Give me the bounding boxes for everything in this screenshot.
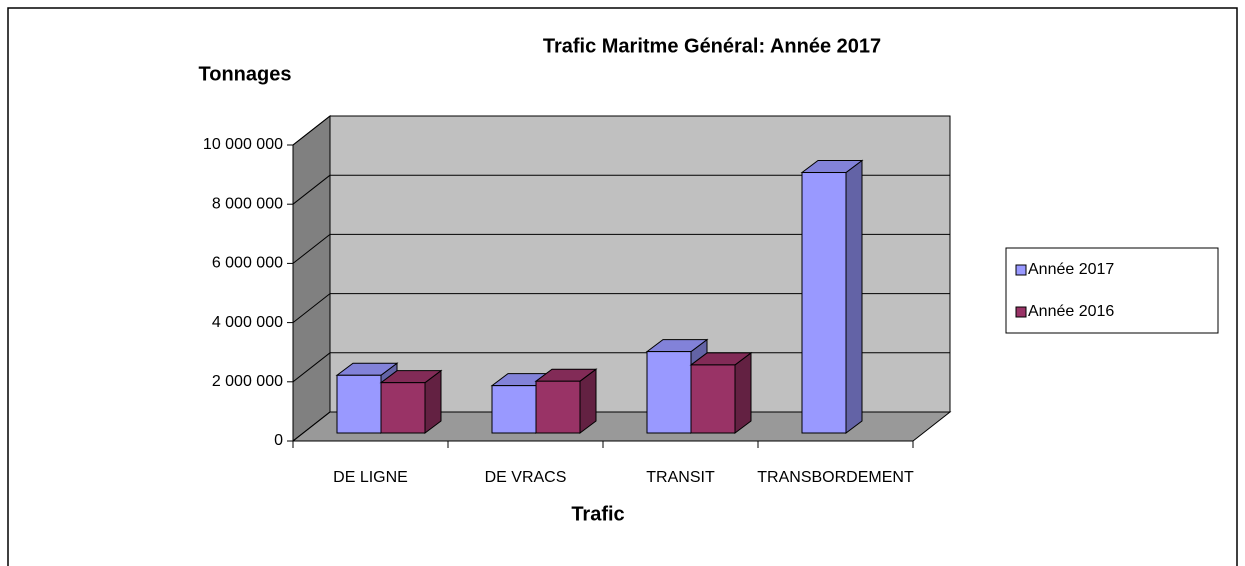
chart-title: Trafic Maritme Général: Année 2017 xyxy=(543,35,881,57)
plot-area xyxy=(287,114,952,448)
y-tick-label: 6 000 000 xyxy=(212,255,283,272)
legend-swatch xyxy=(1015,306,1027,318)
bar-front xyxy=(690,364,736,434)
bar xyxy=(379,369,443,434)
y-tick-label: 0 xyxy=(274,432,283,449)
bar xyxy=(800,159,864,434)
bar-side xyxy=(845,159,863,434)
x-tick-label: TRANSIT xyxy=(646,469,715,486)
y-tick-label: 2 000 000 xyxy=(212,373,283,390)
bar-side xyxy=(734,351,752,434)
grid-line xyxy=(292,352,331,383)
grid-line xyxy=(292,115,331,146)
bar-front xyxy=(535,380,581,434)
left-wall xyxy=(292,114,331,443)
legend-label: Année 2016 xyxy=(1028,303,1114,320)
legend xyxy=(1005,247,1219,334)
bar-front xyxy=(336,374,382,434)
grid-line xyxy=(292,234,331,264)
bar-front xyxy=(491,385,537,434)
bar xyxy=(534,368,598,434)
y-tick-label: 4 000 000 xyxy=(212,314,283,331)
grid-line xyxy=(292,411,331,442)
grid-line xyxy=(292,174,331,205)
bar xyxy=(689,351,753,434)
x-tick-label: DE LIGNE xyxy=(333,469,408,486)
legend-swatch xyxy=(1015,264,1027,276)
bar-front xyxy=(801,172,847,434)
y-axis-label: Tonnages xyxy=(199,63,292,85)
x-tick-label: TRANSBORDEMENT xyxy=(757,469,914,486)
bar-front xyxy=(380,382,426,434)
y-tick-label: 10 000 000 xyxy=(203,136,283,153)
y-tick-label: 8 000 000 xyxy=(212,195,283,212)
legend-label: Année 2017 xyxy=(1028,261,1114,278)
bar-front xyxy=(646,351,692,434)
grid-line xyxy=(292,293,331,323)
x-axis-label: Trafic xyxy=(571,503,624,525)
x-tick-label: DE VRACS xyxy=(485,469,567,486)
